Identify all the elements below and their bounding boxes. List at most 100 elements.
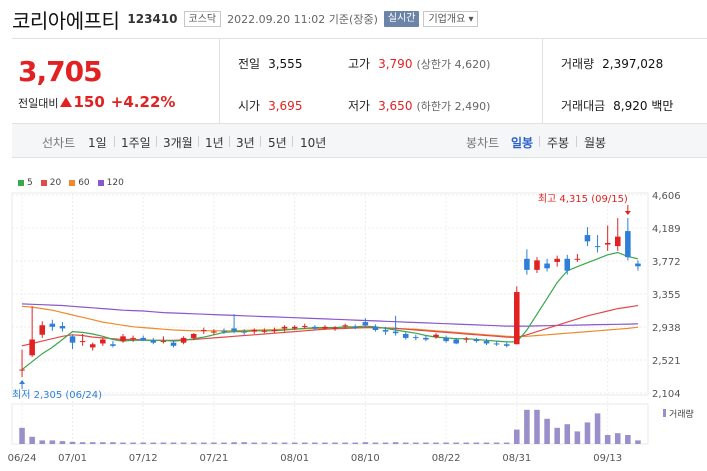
candle-body [291,326,298,329]
candle-body [564,258,571,271]
stat-amount: 거래대금 8,920 백만 [561,97,673,114]
candle-body [514,292,520,345]
period-1w[interactable]: 1주일 [121,136,151,150]
candle-body [49,323,56,327]
candle-body [79,341,86,343]
volume-bar [271,442,278,444]
candle-body [493,343,500,345]
volume-bar [503,442,510,444]
y-tick-label: 3,355 [652,290,681,301]
realtime-button[interactable]: 실시간 [383,11,420,27]
x-tick-label: 08/10 [351,453,380,464]
candle-body [201,330,207,332]
high-annotation: 최고 4,315 (09/15) [538,193,628,205]
price-panel: 3,705 전일대비 150 +4.22% [12,39,220,123]
volume-bar [635,440,641,444]
volume-bar [392,442,399,444]
volume-bar [352,442,359,444]
y-tick-label: 4,606 [652,191,681,202]
candle-body [100,339,106,344]
stat-label: 거래량 [561,57,595,71]
company-overview-button[interactable]: 기업개요 ▾ [423,11,479,27]
volume-bar [453,442,459,444]
stat-label: 고가 [348,57,371,71]
separator [198,136,199,147]
volume-bar [564,424,571,444]
stat-label: 저가 [348,99,371,113]
ma-legend: 5 20 60 120 [18,178,132,188]
volume-bar [604,435,611,444]
candle-body [463,338,470,340]
candle-body [261,330,268,332]
candle-body [352,326,359,328]
volume-bar [362,442,369,444]
chart-toolbar: 선차트 1일 1주일 3개월 1년 3년 5년 10년 봉차트 일봉 주봉 월봉 [12,124,707,158]
stat-value: 2,397,028 [602,57,664,71]
volume-bar [493,442,500,444]
volume-bar [89,442,96,444]
period-3y[interactable]: 3년 [236,136,255,150]
candle-weekly[interactable]: 주봉 [547,136,570,150]
upper-limit: (상한가 4,620) [416,58,491,71]
candle-body [140,337,146,341]
volume-bar [19,427,25,444]
volume-bar [69,441,76,444]
change-rate: +4.22% [110,93,176,111]
candle-body [483,341,490,344]
change-amount: 150 [73,93,105,111]
stat-label: 시가 [238,99,261,113]
candle-body [241,331,247,333]
period-1d[interactable]: 1일 [88,136,107,150]
candle-body [221,330,227,332]
period-3m[interactable]: 3개월 [163,136,193,150]
volume-bar [342,442,348,444]
volume-bar [100,442,106,444]
high-arrow-icon [624,211,631,215]
line-chart-label[interactable]: 선차트 [42,136,76,150]
candle-body [150,340,157,343]
candle-body [69,336,76,343]
candle-body [503,344,510,346]
y-tick-label: 2,938 [652,323,681,334]
volume-bar [281,442,288,444]
volume-bar [49,440,56,444]
separator [539,136,540,147]
y-tick-label: 3,772 [652,257,681,268]
volume-bar [39,440,46,444]
candle-body [281,326,288,329]
candle-chart-label[interactable]: 봉차트 [466,136,500,150]
volume-legend-swatch [663,409,666,417]
separator [229,136,230,147]
candle-monthly[interactable]: 월봉 [584,136,607,150]
candle-body [574,258,581,260]
volume-bar [322,442,328,444]
volume-bar [483,442,490,444]
volume-bar [190,442,197,444]
volume-bar [584,422,591,444]
legend-swatch [18,180,24,186]
up-triangle-icon [60,97,73,107]
candle-body [130,337,136,339]
candle-daily[interactable]: 일봉 [511,136,534,150]
candle-body [554,258,560,262]
period-10y[interactable]: 10년 [300,136,327,150]
stock-code: 123410 [127,12,178,26]
company-name: 코리아에프티 [12,8,120,33]
x-tick-label: 08/01 [280,453,309,464]
candle-body [211,331,217,333]
low-arrow-icon [19,380,26,384]
change-label: 전일대비 [18,97,59,110]
volume-bar [443,442,449,444]
ma120-line [21,303,639,327]
candle-body [413,337,419,339]
separator [576,136,577,147]
legend-label: 5 [27,178,33,188]
candle-body [110,344,116,346]
volume-bar [251,442,258,444]
stat-open: 시가 3,695 [238,97,302,114]
period-5y[interactable]: 5년 [268,136,287,150]
volume-bar [29,436,35,444]
candle-body [635,263,641,267]
period-1y[interactable]: 1년 [205,136,224,150]
